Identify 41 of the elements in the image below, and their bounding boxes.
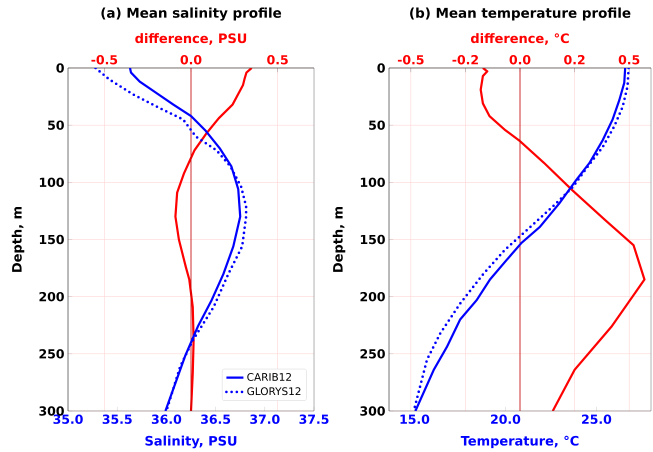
y-tick-label: 250 — [39, 349, 64, 359]
x2-tick-label: 0.0 — [510, 55, 530, 65]
x-axis-title: Temperature, °C — [460, 436, 578, 448]
y-tick-label: 250 — [360, 349, 385, 359]
y-tick-label: 50 — [48, 120, 64, 130]
chart-title: (a) Mean salinity profile — [101, 8, 282, 21]
y-tick-label: 0 — [56, 63, 64, 73]
x-tick-label: 25.0 — [582, 414, 612, 424]
x-tick-label: 35.0 — [53, 414, 83, 424]
legend-label: CARIB12 — [247, 373, 291, 382]
y-tick-label: 0 — [377, 63, 385, 73]
y-tick-label: 50 — [369, 120, 385, 130]
x-tick-label: 20.0 — [491, 414, 520, 424]
x-tick-label: 37.5 — [299, 414, 329, 424]
x2-tick-label: -0.2 — [452, 55, 478, 65]
y-axis-title: Depth, m — [12, 207, 24, 272]
x2-tick-label: 0.0 — [180, 55, 202, 65]
x-tick-label: 36.5 — [201, 414, 230, 424]
y-axis-title: Depth, m — [332, 207, 346, 272]
x2-tick-label: -0.5 — [91, 55, 118, 65]
x2-tick-label: 0.2 — [564, 55, 585, 65]
y-tick-label: 150 — [40, 234, 64, 244]
y-tick-label: 100 — [40, 178, 64, 188]
y-tick-label: 100 — [360, 178, 385, 188]
x-tick-label: 15.0 — [400, 414, 430, 424]
x-axis-title: Salinity, PSU — [145, 436, 236, 448]
x-tick-label: 35.5 — [102, 414, 132, 424]
chart-title: (b) Mean temperature profile — [410, 8, 630, 21]
x2-tick-label: 0.5 — [618, 55, 640, 65]
x-tick-label: 36.0 — [152, 414, 182, 424]
x2-tick-label: 0.5 — [267, 55, 288, 65]
y-tick-label: 300 — [39, 406, 64, 416]
y-tick-label: 200 — [360, 292, 385, 302]
x2-axis-title: difference, PSU — [135, 33, 246, 46]
x-tick-label: 37.0 — [250, 414, 280, 424]
x2-axis-title: difference, °C — [470, 33, 569, 46]
legend-label: GLORYS12 — [247, 387, 300, 396]
y-tick-label: 200 — [39, 292, 64, 302]
y-tick-label: 150 — [360, 234, 385, 244]
y-tick-label: 300 — [360, 406, 385, 416]
x2-tick-label: -0.5 — [398, 55, 424, 65]
